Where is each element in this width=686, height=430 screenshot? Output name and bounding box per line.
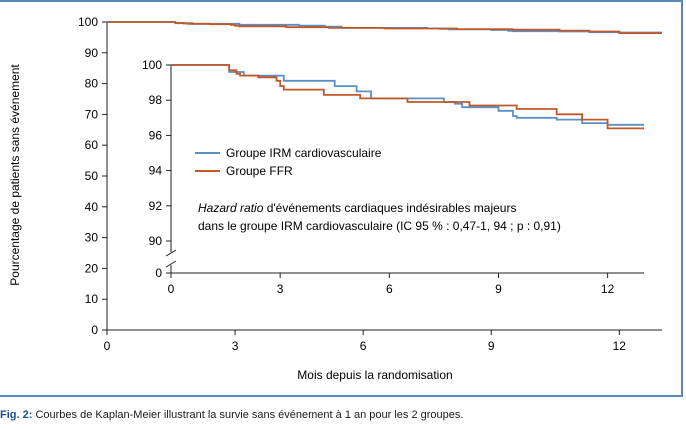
inset-series <box>171 64 644 130</box>
main-y-tick-label: 20 <box>85 261 99 275</box>
inset-y-zero-label: 0 <box>155 266 162 280</box>
hazard-ratio-annotation: Hazard ratio d'événements cardiaques ind… <box>198 201 516 215</box>
inset-axes: 90 92 94 96 98 100 00 3 6 9 12 <box>142 58 648 296</box>
x-axis-label: Mois depuis la randomisation <box>297 368 452 382</box>
main-series-ffr-line <box>107 21 662 34</box>
main-series <box>107 21 662 34</box>
inset-y-tick-label: 96 <box>149 128 163 142</box>
main-y-tick-label: 60 <box>85 138 99 152</box>
inset-x-tick-label: 12 <box>601 282 615 296</box>
main-x-tick-label: 9 <box>488 339 495 353</box>
main-x-tick-label: 12 <box>613 339 627 353</box>
figure-caption: Fig. 2: Courbes de Kaplan-Meier illustra… <box>0 409 686 421</box>
main-y-tick-label: 100 <box>78 15 98 29</box>
hazard-ratio-italic: Hazard ratio <box>198 201 264 215</box>
main-y-tick-label: 10 <box>85 292 99 306</box>
y-axis-label: Pourcentage de patients sans événement <box>8 64 22 286</box>
kaplan-meier-chart: Pourcentage de patients sans événement M… <box>8 15 662 382</box>
main-x-tick-label: 0 <box>104 339 111 353</box>
inset-y-tick-label: 100 <box>142 58 162 72</box>
legend-label-ffr: Groupe FFR <box>226 164 293 178</box>
inset-x-tick-label: 6 <box>386 282 393 296</box>
main-y-tick-label: 90 <box>85 46 99 60</box>
figure-frame <box>0 0 683 397</box>
inset-x-tick-label: 9 <box>495 282 502 296</box>
main-y-tick-label: 80 <box>85 77 99 91</box>
caption-label: Fig. 2: <box>0 409 33 421</box>
inset-x-tick-label: 3 <box>277 282 284 296</box>
hazard-ratio-line2: dans le groupe IRM cardiovasculaire (IC … <box>198 219 561 233</box>
main-y-tick-label: 40 <box>85 200 99 214</box>
inset-background <box>171 62 648 273</box>
main-y-tick-label: 0 <box>91 323 98 337</box>
inset-axis-break-mark <box>165 249 177 257</box>
inset-y-tick-label: 90 <box>149 234 163 248</box>
main-y-tick-label: 70 <box>85 107 99 121</box>
main-y-tick-label: 30 <box>85 231 99 245</box>
legend-label-irm: Groupe IRM cardiovasculaire <box>226 146 382 160</box>
inset-y-tick-label: 92 <box>149 199 163 213</box>
hazard-ratio-line1: d'événements cardiaques indésirables maj… <box>263 201 516 215</box>
inset-y-tick-label: 98 <box>149 93 163 107</box>
inset-plot: 90 92 94 96 98 100 00 3 6 9 12 Groupe IRM cardiova… <box>142 58 648 296</box>
main-x-tick-label: 3 <box>232 339 239 353</box>
inset-y-tick-label: 94 <box>149 164 163 178</box>
inset-x-tick-label: 0 <box>168 282 175 296</box>
main-y-tick-label: 50 <box>85 169 99 183</box>
main-x-tick-label: 6 <box>360 339 367 353</box>
caption-text: Courbes de Kaplan-Meier illustrant la su… <box>32 409 464 421</box>
inset-axis-break-mark <box>165 260 177 268</box>
inset-series-ffr-line <box>171 64 644 130</box>
legend: Groupe IRM cardiovasculaire Groupe FFR <box>195 146 382 178</box>
